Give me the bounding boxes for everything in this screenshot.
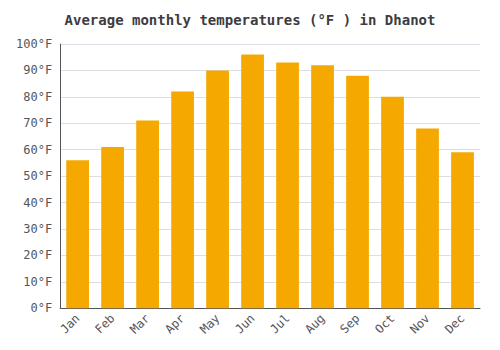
svg-text:Feb: Feb <box>92 311 117 336</box>
svg-text:40°F: 40°F <box>23 196 52 210</box>
svg-text:60°F: 60°F <box>23 143 52 157</box>
svg-text:Sep: Sep <box>337 311 362 336</box>
svg-text:Apr: Apr <box>162 311 187 336</box>
svg-text:Dec: Dec <box>442 311 467 336</box>
svg-text:Mar: Mar <box>127 311 152 336</box>
svg-text:Average monthly temperatures (: Average monthly temperatures (°F ) in Dh… <box>65 12 436 28</box>
svg-text:May: May <box>197 311 222 336</box>
svg-text:80°F: 80°F <box>23 90 52 104</box>
svg-text:Oct: Oct <box>372 311 397 336</box>
svg-text:Jun: Jun <box>232 311 257 336</box>
svg-text:Nov: Nov <box>407 311 432 336</box>
svg-text:20°F: 20°F <box>23 248 52 262</box>
svg-text:0°F: 0°F <box>30 301 52 315</box>
svg-text:Jul: Jul <box>267 311 292 336</box>
svg-text:100°F: 100°F <box>16 37 52 51</box>
svg-text:10°F: 10°F <box>23 275 52 289</box>
svg-text:30°F: 30°F <box>23 222 52 236</box>
svg-text:Aug: Aug <box>302 311 327 336</box>
svg-text:50°F: 50°F <box>23 169 52 183</box>
svg-text:Jan: Jan <box>57 311 82 336</box>
svg-text:90°F: 90°F <box>23 63 52 77</box>
svg-text:70°F: 70°F <box>23 116 52 130</box>
